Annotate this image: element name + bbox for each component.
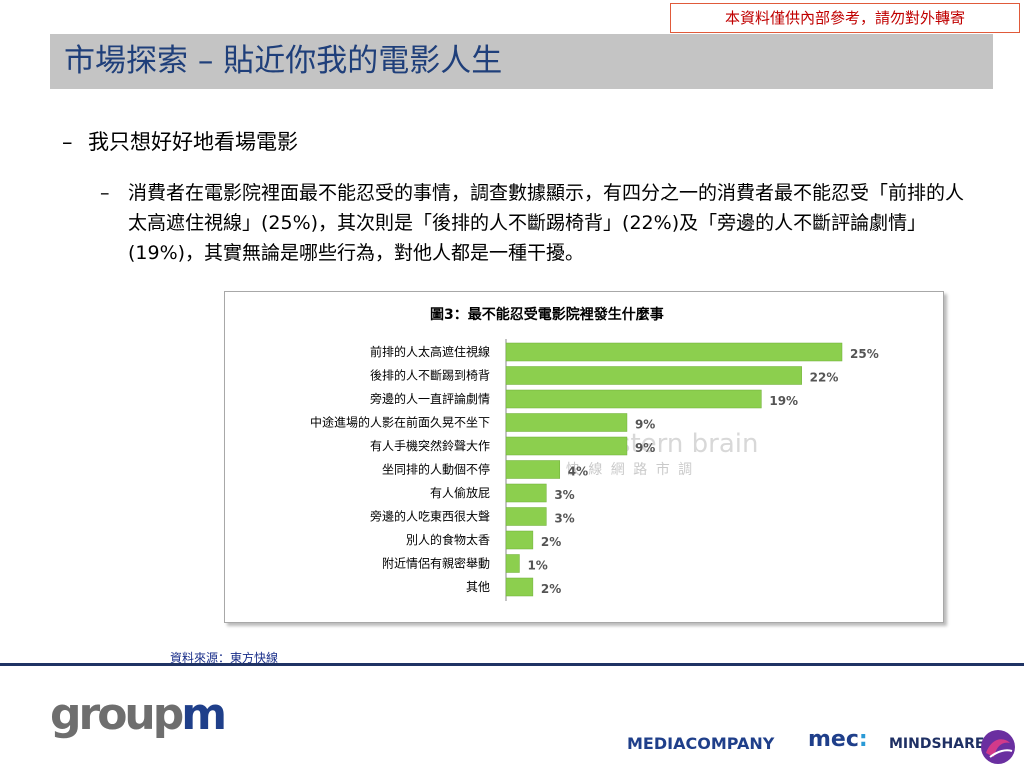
bullet-level2: – 消費者在電影院裡面最不能忍受的事情，調查數據顯示，有四分之一的消費者最不能忍… bbox=[100, 178, 980, 268]
mec-logo-text: mec bbox=[808, 727, 859, 752]
page-title: 市場探索 – 貼近你我的電影人生 bbox=[64, 43, 503, 79]
mec-logo-colon: : bbox=[858, 727, 868, 752]
chart-title: 圖3：最不能忍受電影院裡發生什麼事 bbox=[430, 306, 664, 323]
chart-category-label: 有人手機突然鈴聲大作 bbox=[370, 438, 490, 453]
chart-value-label: 4% bbox=[568, 465, 588, 479]
chart-bar bbox=[505, 483, 547, 503]
chart-value-label: 3% bbox=[554, 488, 574, 502]
mediacompany-logo: MEDIACOMPANY bbox=[627, 734, 775, 753]
chart-value-label: 9% bbox=[635, 441, 655, 455]
mec-logo: mec: bbox=[808, 727, 868, 752]
chart-value-label: 2% bbox=[541, 535, 561, 549]
chart-value-label: 3% bbox=[554, 512, 574, 526]
groupm-logo-text: group bbox=[50, 689, 184, 740]
groupm-logo: groupm bbox=[50, 689, 227, 740]
chart-bar bbox=[505, 413, 628, 432]
chart-category-label: 有人偷放屁 bbox=[430, 485, 490, 500]
mindshare-logo: MINDSHARE bbox=[889, 736, 985, 752]
chart-value-label: 25% bbox=[850, 347, 879, 361]
chart-bar bbox=[505, 577, 534, 597]
chart-bar bbox=[505, 342, 843, 362]
chart-watermark-caption: 東 方 快 線 網 路 市 調 bbox=[521, 461, 694, 478]
bullet-dash: – bbox=[62, 130, 73, 154]
footer-divider bbox=[0, 663, 1024, 666]
chart-value-label: 1% bbox=[527, 559, 547, 573]
bullet-level1: – 我只想好好地看場電影 bbox=[62, 128, 298, 156]
mindshare-swirl-icon bbox=[981, 730, 1015, 764]
chart-category-label: 前排的人太高遮住視線 bbox=[370, 344, 490, 359]
chart-bar bbox=[505, 366, 802, 385]
chart-value-label: 22% bbox=[810, 371, 839, 385]
chart-category-label: 坐同排的人動個不停 bbox=[382, 462, 490, 477]
chart-category-label: 旁邊的人一直評論劇情 bbox=[370, 391, 490, 406]
title-bar: 市場探索 – 貼近你我的電影人生 bbox=[50, 34, 993, 89]
chart-value-label: 19% bbox=[769, 394, 798, 408]
chart-bar bbox=[505, 389, 762, 409]
chart-value-label: 2% bbox=[541, 582, 561, 596]
chart-category-label: 後排的人不斷踢到椅背 bbox=[370, 368, 490, 383]
survey-chart: 圖3：最不能忍受電影院裡發生什麼事 eastern brain 東 方 快 線 網 … bbox=[224, 291, 944, 623]
chart-bar bbox=[505, 436, 628, 456]
bullet-dash: – bbox=[100, 182, 110, 204]
bullet-paragraph: 消費者在電影院裡面最不能忍受的事情，調查數據顯示，有四分之一的消費者最不能忍受「… bbox=[128, 182, 965, 264]
confidentiality-notice: 本資料僅供內部參考，請勿對外轉寄 bbox=[670, 3, 1020, 33]
bullet-text: 我只想好好地看場電影 bbox=[88, 130, 298, 154]
chart-category-label: 旁邊的人吃東西很大聲 bbox=[370, 509, 490, 524]
source-note: 資料來源：東方快線 bbox=[170, 651, 279, 665]
chart-bar bbox=[505, 460, 561, 479]
chart-category-label: 別人的食物太香 bbox=[406, 532, 490, 547]
chart-category-label: 中途進場的人影在前面久晃不坐下 bbox=[310, 415, 490, 430]
chart-category-label: 其他 bbox=[466, 580, 490, 594]
chart-category-label: 附近情侶有親密舉動 bbox=[382, 556, 490, 571]
chart-value-label: 9% bbox=[635, 418, 655, 432]
chart-bar bbox=[505, 530, 534, 550]
groupm-logo-m: m bbox=[181, 689, 227, 740]
chart-bar bbox=[505, 507, 547, 526]
chart-bar bbox=[505, 554, 520, 573]
